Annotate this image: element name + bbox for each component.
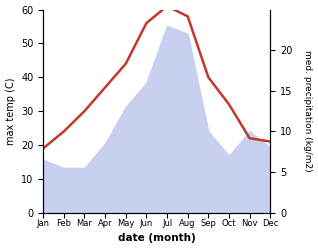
- Y-axis label: max temp (C): max temp (C): [5, 77, 16, 145]
- Y-axis label: med. precipitation (kg/m2): med. precipitation (kg/m2): [303, 50, 313, 172]
- X-axis label: date (month): date (month): [118, 234, 196, 244]
